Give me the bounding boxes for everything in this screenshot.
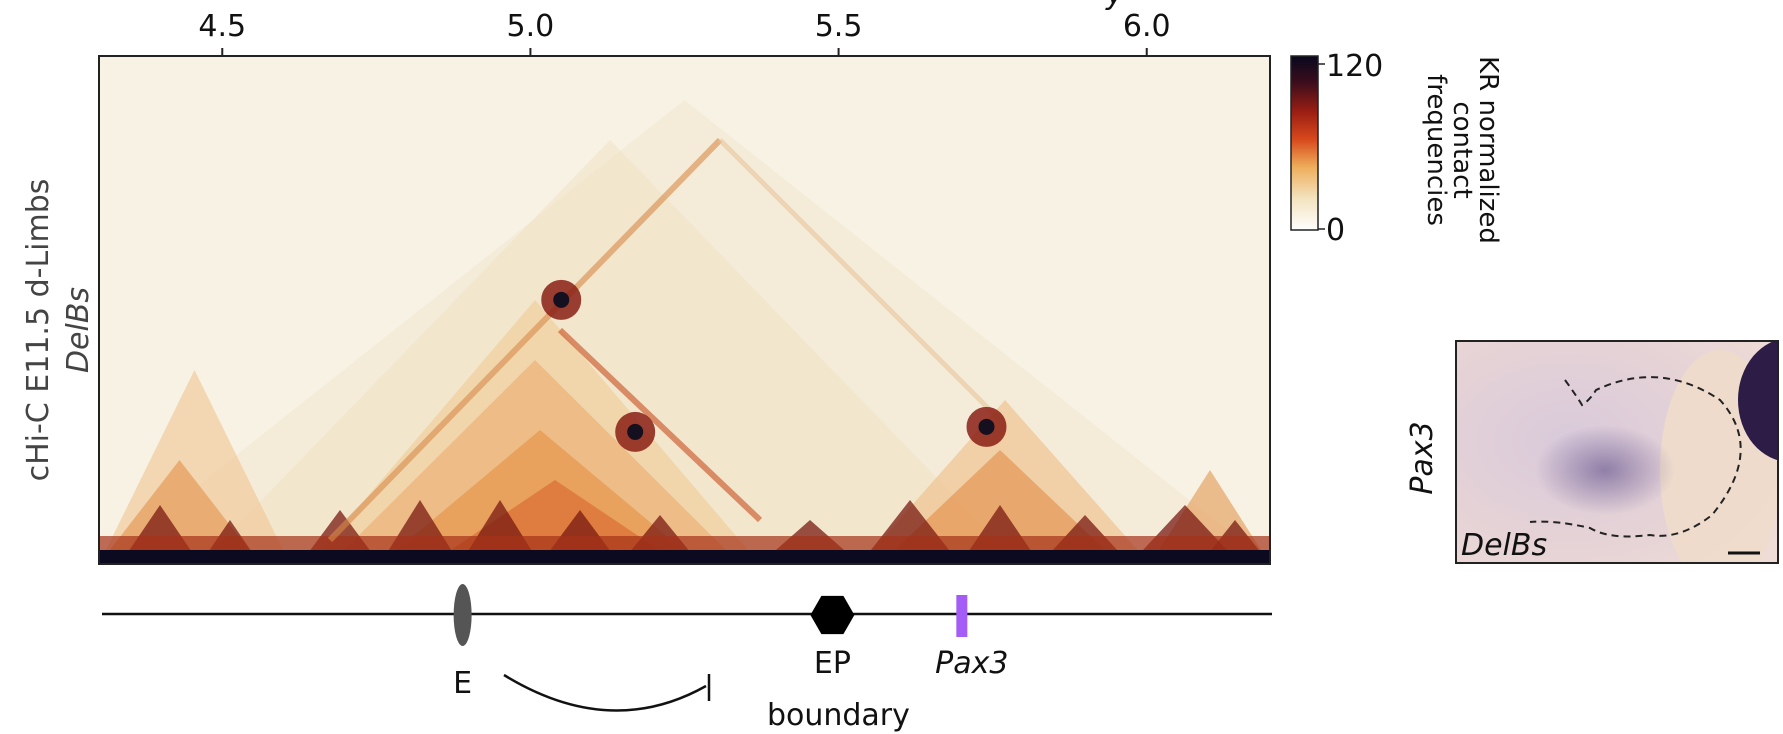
insert-stain-limb xyxy=(1535,425,1675,515)
boundary-label-ep: EP xyxy=(814,646,851,681)
x-axis-ticks: 4.5 5.0 5.5 6.0 xyxy=(198,9,1171,56)
colorbar-max-label: 120 xyxy=(1326,49,1383,84)
heatmap-loop-core xyxy=(553,291,570,308)
boundary-label-word: boundary xyxy=(767,698,910,733)
colorbar-title-line1: KR normalized xyxy=(1473,56,1503,244)
repression-arc xyxy=(503,673,707,712)
colorbar-scale xyxy=(1290,55,1319,231)
heatmap-diagonal-halo xyxy=(99,536,1270,550)
colorbar-title-line2: contact xyxy=(1447,101,1477,198)
insert-sample-label: DelBs xyxy=(1461,528,1547,563)
x-tick-label: 5.0 xyxy=(507,9,555,44)
sample-label-line2: DelBs xyxy=(61,287,96,373)
insert-side-label: Pax3 xyxy=(1405,421,1440,494)
sample-label-line1: cHi-C E11.5 d-Limbs xyxy=(21,179,56,482)
heatmap-stripe xyxy=(718,138,1002,422)
x-axis-title-fragment: y xyxy=(1105,0,1125,12)
colorbar-min-label: 0 xyxy=(1326,213,1345,248)
enhancer-label: E xyxy=(453,666,472,701)
insert-stain-dark xyxy=(1738,341,1778,461)
gene-marker xyxy=(956,595,968,637)
insert-gene-label: Pax3 xyxy=(1405,421,1440,494)
enhancer-marker xyxy=(453,584,472,646)
colorbar-title-line3: frequencies xyxy=(1421,74,1451,226)
heatmap-stripe xyxy=(327,137,723,543)
colorbar-title: KR normalized contact frequencies xyxy=(1421,56,1503,244)
boundary-hexagon-marker xyxy=(810,595,855,635)
heatmap-loop-core xyxy=(627,423,644,440)
heatmap-loop-core xyxy=(978,418,995,435)
insert-limb-outline xyxy=(1529,376,1742,538)
gene-label: Pax3 xyxy=(935,646,1008,681)
x-tick-label: 5.5 xyxy=(815,9,863,44)
x-tick-label: 4.5 xyxy=(198,9,246,44)
heatmap-body xyxy=(99,100,1270,564)
heatmap xyxy=(98,55,1271,565)
insert-frame xyxy=(1455,340,1779,564)
sample-label: cHi-C E11.5 d-Limbs DelBs xyxy=(21,179,96,482)
heatmap-stripe xyxy=(557,327,763,523)
insert-image: DelBs xyxy=(1455,340,1779,564)
genomic-track: E EP boundary Pax3 xyxy=(102,584,1272,733)
heatmap-diagonal xyxy=(99,550,1270,564)
colorbar: 120 0 xyxy=(1290,49,1383,248)
heatmap-frame xyxy=(98,55,1271,565)
x-tick-label: 6.0 xyxy=(1123,9,1171,44)
